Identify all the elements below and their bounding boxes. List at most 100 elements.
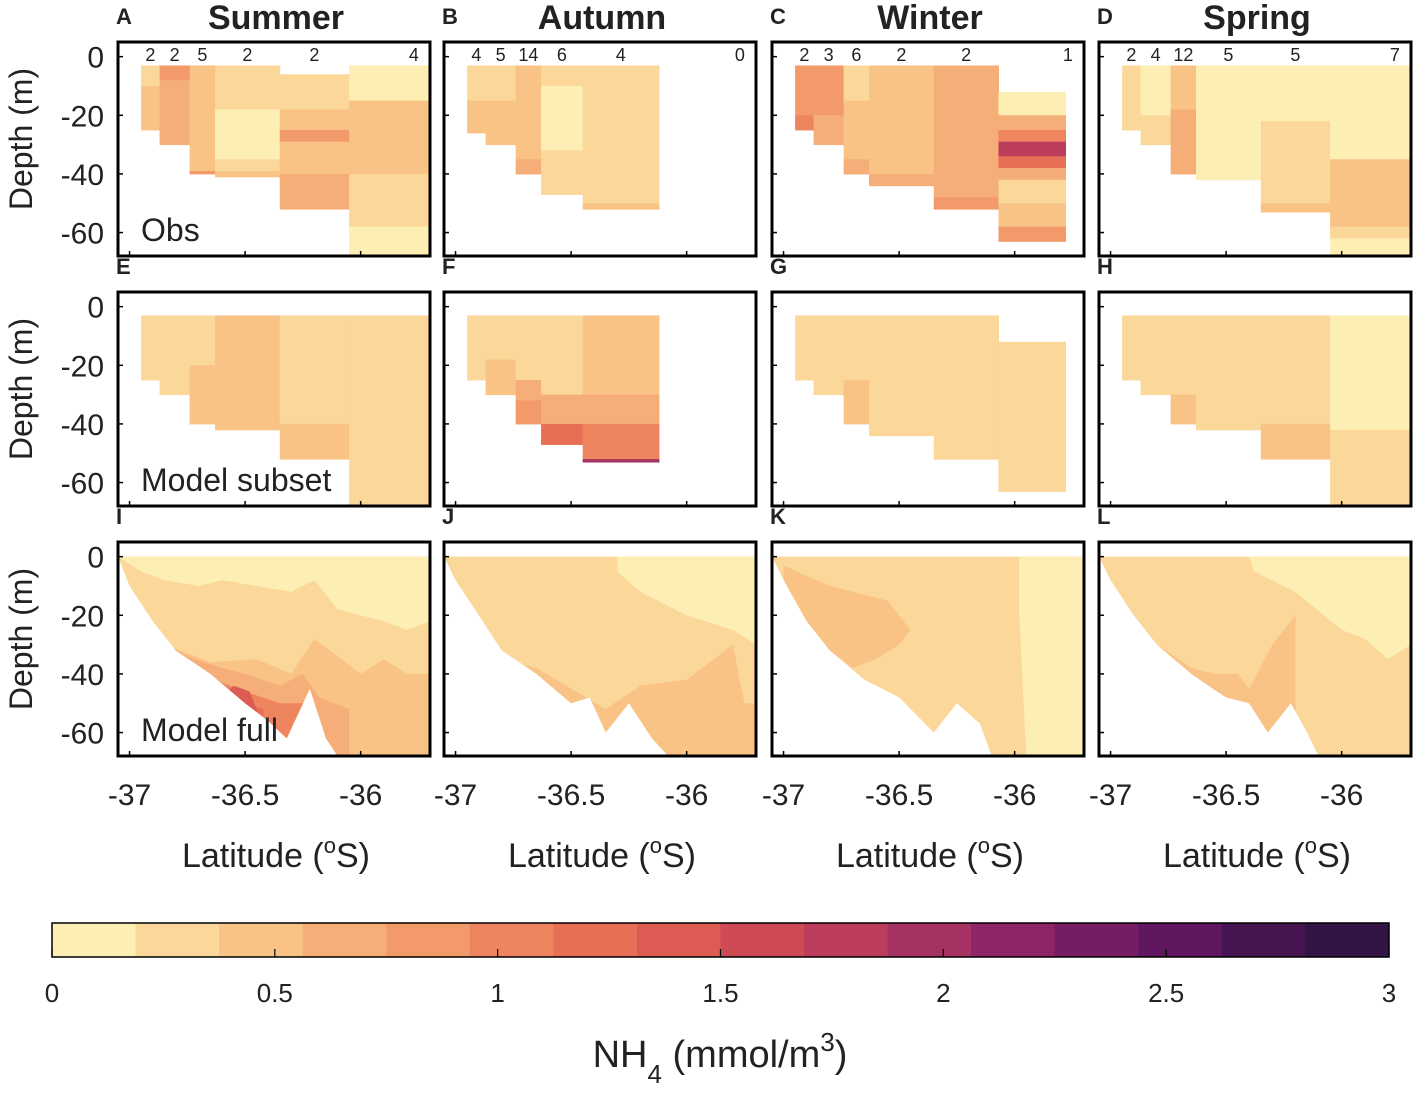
surface-band	[1019, 556, 1084, 756]
colorbar-swatch	[636, 923, 721, 957]
depth-cell	[843, 315, 870, 381]
depth-cell	[1330, 429, 1411, 506]
depth-cell	[1330, 315, 1411, 431]
y-tick-label: -60	[61, 468, 104, 501]
sample-count: 2	[170, 45, 180, 65]
depth-cell	[141, 315, 161, 381]
panel-frame	[770, 40, 1086, 258]
depth-cell	[998, 179, 1067, 204]
panel-f: F	[442, 254, 758, 508]
depth-cell	[215, 65, 281, 110]
panel-plot-area	[772, 556, 1084, 756]
colorbar-label-sup: 3	[820, 1027, 834, 1057]
sample-count: 2	[961, 45, 971, 65]
panel-plot-area	[795, 65, 1067, 242]
panel-plot-area	[1122, 65, 1411, 256]
panel-h: H	[1097, 254, 1413, 508]
panel-letter: C	[770, 4, 786, 29]
sample-count: 7	[1390, 45, 1400, 65]
depth-cell	[159, 65, 191, 81]
sample-count: 5	[496, 45, 506, 65]
y-tick-label: -40	[61, 159, 104, 192]
depth-cell	[1330, 226, 1411, 239]
model-full-layers	[783, 556, 1084, 756]
depth-cell	[1196, 115, 1262, 181]
panel-g: G	[770, 254, 1086, 508]
depth-cell	[998, 226, 1067, 242]
panel-letter: B	[442, 4, 458, 29]
colorbar-tick-label: 1	[490, 978, 504, 1008]
colorbar-swatch	[386, 923, 471, 957]
panel-frame	[116, 40, 432, 258]
x-axis-label-end: S)	[662, 837, 696, 875]
depth-cell	[141, 85, 161, 110]
depth-cell	[541, 315, 584, 396]
colorbar-swatch	[302, 923, 387, 957]
depth-cell	[541, 85, 584, 131]
depth-cell	[141, 65, 161, 87]
sample-count: 5	[1223, 45, 1233, 65]
depth-cell	[159, 103, 191, 146]
y-tick-label: -20	[61, 350, 104, 383]
y-tick-label: 0	[87, 292, 104, 325]
depth-cell	[515, 400, 542, 425]
depth-cell	[1196, 315, 1262, 431]
sample-count: 2	[896, 45, 906, 65]
depth-cell	[813, 115, 845, 146]
panel-plot-area	[467, 65, 660, 210]
depth-cell	[485, 359, 517, 396]
x-axis-label-sup: o	[650, 833, 662, 858]
y-tick-label: 0	[87, 42, 104, 75]
panel-plot-area	[1122, 315, 1411, 506]
sample-count: 2	[799, 45, 809, 65]
panel-k: -37 -36.5 -36 K Latitude (oS)	[762, 504, 1086, 875]
panel-l: -37 -36.5 -36 L Latitude (oS)	[1089, 504, 1413, 875]
depth-cell	[843, 100, 870, 160]
x-tick-label: -36.5	[211, 779, 279, 812]
depth-cell	[1196, 65, 1262, 116]
panel-letter: H	[1097, 254, 1113, 279]
depth-cell	[1330, 159, 1411, 228]
y-axis-label: Depth (m)	[3, 568, 39, 710]
depth-cell	[582, 447, 660, 460]
x-tick-label: -37	[762, 779, 805, 812]
panel-letter: F	[442, 254, 455, 279]
depth-cell	[1260, 121, 1331, 204]
depth-cell	[189, 100, 216, 140]
sample-count: 4	[409, 45, 419, 65]
depth-cell	[1330, 238, 1411, 256]
depth-cell	[515, 65, 542, 116]
depth-cell	[582, 315, 660, 396]
depth-cell	[1122, 65, 1142, 116]
colorbar-label-main: NH	[593, 1034, 648, 1076]
depth-cell	[582, 203, 660, 210]
depth-cell	[1170, 65, 1197, 110]
depth-cell	[998, 156, 1067, 169]
depth-cell	[349, 65, 430, 102]
season-title: Summer	[208, 0, 344, 37]
depth-cell	[467, 65, 487, 102]
panel-frame	[116, 540, 432, 758]
depth-cell	[349, 315, 430, 506]
x-tick-label: -36.5	[865, 779, 933, 812]
y-tick-label: -40	[61, 659, 104, 692]
colorbar-tick-label: 0.5	[257, 978, 293, 1008]
x-axis-label-main: Latitude (	[1163, 837, 1305, 875]
sample-count: 2	[309, 45, 319, 65]
depth-cell	[843, 65, 870, 102]
depth-cell	[349, 100, 430, 175]
sample-count: 3	[824, 45, 834, 65]
x-tick-label: -36	[339, 779, 382, 812]
panel-j: -37 -36.5 -36 J Latitude (oS)	[434, 504, 758, 875]
colorbar-swatch	[1054, 923, 1139, 957]
depth-cell	[998, 115, 1067, 131]
season-title: Autumn	[538, 0, 666, 37]
concentration-band	[783, 565, 911, 756]
x-axis-label-main: Latitude (	[182, 837, 324, 875]
x-axis-label-main: Latitude (	[508, 837, 650, 875]
depth-cell	[349, 226, 430, 256]
x-axis-label: Latitude (oS)	[508, 833, 696, 875]
season-title: Winter	[877, 0, 982, 37]
